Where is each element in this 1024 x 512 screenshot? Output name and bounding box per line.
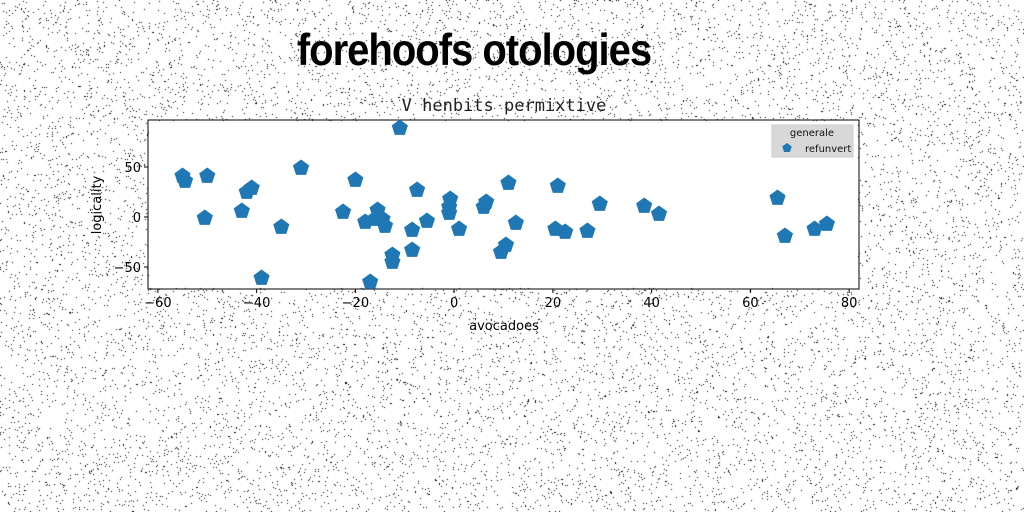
data-point [500, 175, 516, 190]
data-point [404, 222, 420, 237]
data-point [550, 178, 566, 193]
x-axis: −60 −40 −20 0 20 40 60 80 [144, 289, 857, 311]
data-point [362, 274, 378, 289]
data-point [498, 237, 514, 252]
data-point [293, 160, 309, 175]
plot-area-frame [148, 120, 859, 289]
data-point [508, 215, 524, 230]
data-point [592, 196, 608, 211]
data-point [234, 203, 250, 218]
data-point [777, 228, 793, 243]
x-tick-label: 20 [545, 296, 562, 311]
data-point [273, 219, 289, 234]
x-tick-label: 40 [643, 296, 660, 311]
x-axis-label: avocadoes [469, 319, 539, 334]
x-tick-label: −20 [342, 296, 369, 311]
x-tick-label: −40 [243, 296, 270, 311]
data-point [392, 120, 408, 135]
data-point [419, 213, 435, 228]
data-point [579, 223, 595, 238]
data-point [253, 270, 269, 285]
data-point [197, 210, 213, 225]
legend-label: refunvert [805, 144, 851, 155]
legend-title: generale [790, 128, 834, 139]
y-axis-label: logicality [90, 175, 105, 234]
x-tick-label: 0 [450, 296, 458, 311]
data-point [199, 168, 215, 183]
y-tick-label: 50 [124, 161, 141, 176]
series-refunvert [174, 120, 835, 289]
data-point [478, 194, 494, 209]
data-point [335, 204, 351, 219]
legend: generale refunvert [772, 125, 853, 157]
y-axis: −50 0 50 [114, 161, 148, 276]
data-point [819, 216, 835, 231]
data-point [442, 191, 458, 206]
data-point [651, 206, 667, 221]
x-tick-label: 60 [742, 296, 759, 311]
x-tick-label: −60 [144, 296, 171, 311]
data-point [636, 198, 652, 213]
data-point [404, 242, 420, 257]
data-point [347, 172, 363, 187]
y-tick-label: −50 [114, 261, 141, 276]
x-tick-label: 80 [841, 296, 858, 311]
data-point [451, 221, 467, 236]
data-point [244, 180, 260, 195]
data-point [769, 190, 785, 205]
y-tick-label: 0 [133, 211, 141, 226]
chart-title: V henbits permixtive [402, 96, 607, 116]
data-point [409, 182, 425, 197]
